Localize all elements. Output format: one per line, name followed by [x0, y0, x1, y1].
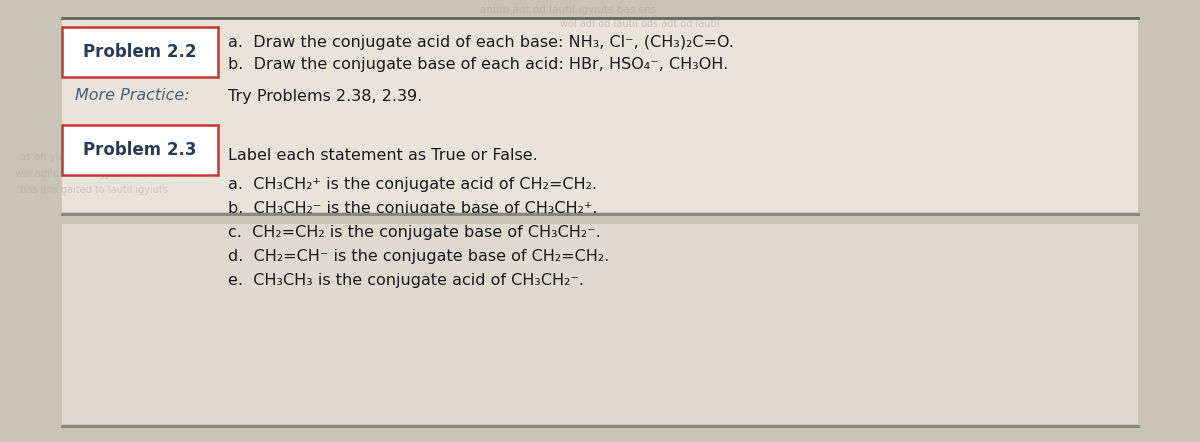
Text: Try Problems 2.38, 2.39.: Try Problems 2.38, 2.39.	[228, 88, 422, 103]
FancyBboxPatch shape	[62, 212, 1138, 242]
FancyBboxPatch shape	[62, 224, 1138, 424]
Text: wol adf od lautil igyiuts bas sns: wol adf od lautil igyiuts bas sns	[14, 169, 169, 179]
Text: Problem 2.2: Problem 2.2	[83, 43, 197, 61]
Text: as an ylaboq adt od lautil igyiuts bas sns: as an ylaboq adt od lautil igyiuts bas s…	[20, 152, 220, 162]
Text: d.  CH₂=CH⁻ is the conjugate base of CH₂=CH₂.: d. CH₂=CH⁻ is the conjugate base of CH₂=…	[228, 248, 610, 263]
Text: Problem 2.3: Problem 2.3	[83, 141, 197, 159]
FancyBboxPatch shape	[62, 18, 1138, 212]
Text: More Practice:: More Practice:	[74, 88, 190, 103]
Text: b.  Draw the conjugate base of each acid: HBr, HSO₄⁻, CH₃OH.: b. Draw the conjugate base of each acid:…	[228, 57, 728, 72]
Text: c.  CH₂=CH₂ is the conjugate base of CH₃CH₂⁻.: c. CH₂=CH₂ is the conjugate base of CH₃C…	[228, 225, 601, 240]
Text: wol adf od lautil ods adt od lautil: wol adf od lautil ods adt od lautil	[560, 19, 720, 29]
Text: bas ans gaited to lautil igyiuts: bas ans gaited to lautil igyiuts	[20, 185, 168, 195]
Text: e.  CH₃CH₃ is the conjugate acid of CH₃CH₂⁻.: e. CH₃CH₃ is the conjugate acid of CH₃CH…	[228, 273, 584, 287]
FancyBboxPatch shape	[62, 125, 218, 175]
FancyBboxPatch shape	[62, 27, 218, 77]
Text: aniup adt od lautil igyiuts bas sns: aniup adt od lautil igyiuts bas sns	[480, 5, 656, 15]
Text: a.  Draw the conjugate acid of each base: NH₃, Cl⁻, (CH₃)₂C=O.: a. Draw the conjugate acid of each base:…	[228, 34, 734, 50]
Text: Label each statement as True or False.: Label each statement as True or False.	[228, 149, 538, 164]
Text: b.  CH₃CH₂⁻ is the conjugate base of CH₃CH₂⁺.: b. CH₃CH₂⁻ is the conjugate base of CH₃C…	[228, 201, 598, 216]
Text: a.  CH₃CH₂⁺ is the conjugate acid of CH₂=CH₂.: a. CH₃CH₂⁺ is the conjugate acid of CH₂=…	[228, 176, 598, 191]
